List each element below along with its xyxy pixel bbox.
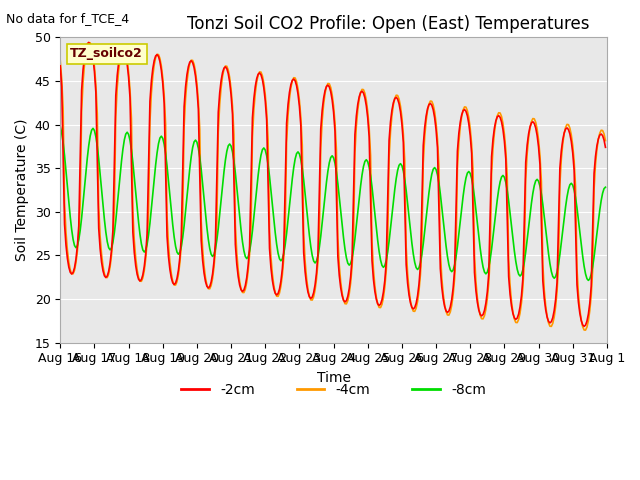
X-axis label: Time: Time: [317, 371, 351, 385]
Y-axis label: Soil Temperature (C): Soil Temperature (C): [15, 119, 29, 261]
Text: No data for f_TCE_4: No data for f_TCE_4: [6, 12, 129, 25]
Legend: -2cm, -4cm, -8cm: -2cm, -4cm, -8cm: [176, 378, 492, 403]
Title: Tonzi Soil CO2 Profile: Open (East) Temperatures: Tonzi Soil CO2 Profile: Open (East) Temp…: [187, 15, 589, 33]
